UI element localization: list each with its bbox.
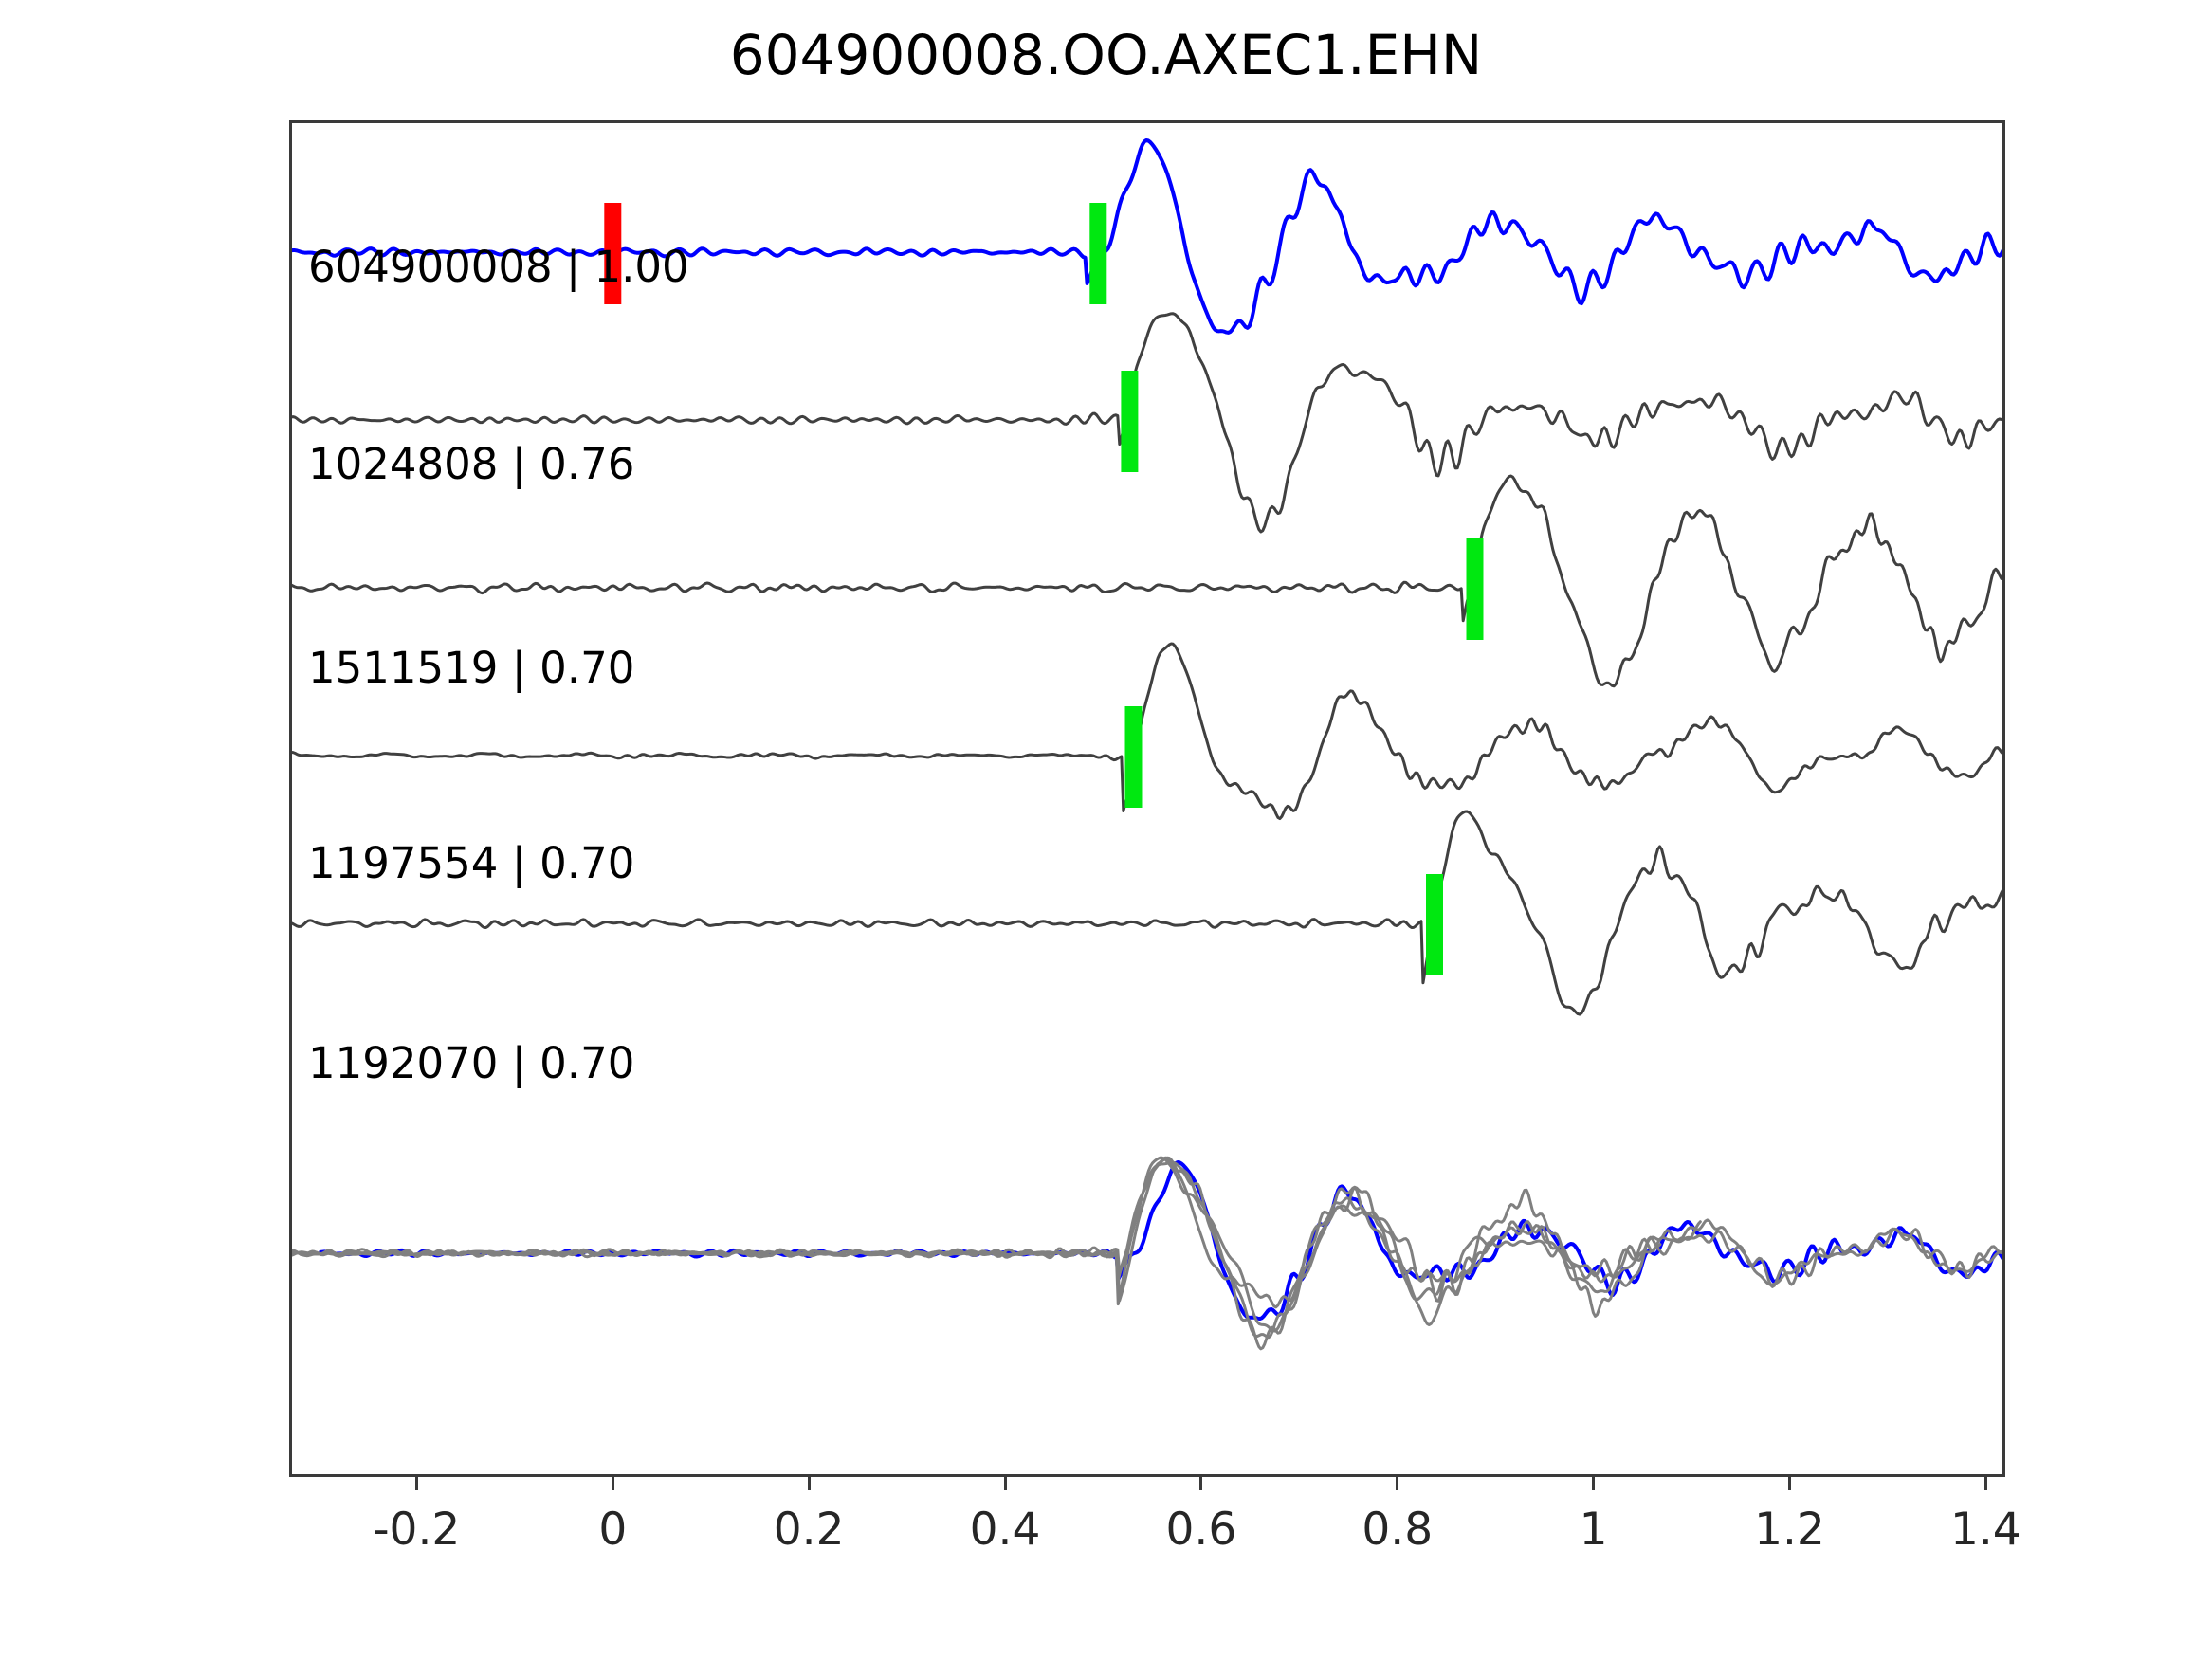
origin-marker-604900008	[604, 203, 622, 304]
waveform-trace-604900008	[289, 138, 2005, 335]
waveform-svg	[289, 138, 2005, 1351]
x-tick-mark	[1592, 1477, 1596, 1490]
waveform-trace-1024808	[289, 312, 2005, 534]
x-tick-mark	[1199, 1477, 1203, 1490]
waveform-trace-1192070	[289, 810, 2005, 1016]
page-title: 604900008.OO.AXEC1.EHN	[729, 23, 1483, 87]
x-tick-mark	[1983, 1477, 1987, 1490]
x-tick-label: 0.8	[1362, 1504, 1434, 1556]
waveform-trace-1511519	[289, 474, 2005, 688]
pick-marker-604900008	[1089, 203, 1107, 304]
plot-area	[289, 120, 2005, 1477]
trace-group	[289, 138, 2005, 1351]
overlay-trace-1192070	[289, 1156, 1702, 1333]
pick-marker-1192070	[1426, 874, 1443, 975]
trace-label-604900008: 604900008 | 1.00	[308, 242, 689, 292]
overlay-trace-1511519	[289, 1156, 1662, 1340]
x-tick-mark	[807, 1477, 811, 1490]
trace-label-1192070: 1192070 | 0.70	[308, 1038, 635, 1088]
x-tick-mark	[611, 1477, 614, 1490]
x-tick-label: 1	[1579, 1504, 1608, 1556]
x-tick-mark	[1003, 1477, 1007, 1490]
overlay-trace-604900008	[319, 1160, 2005, 1322]
x-tick-label: -0.2	[373, 1504, 461, 1556]
trace-label-1511519: 1511519 | 0.70	[308, 643, 635, 693]
x-tick-mark	[1396, 1477, 1399, 1490]
pick-marker-1197554	[1124, 706, 1143, 808]
x-tick-label: 1.2	[1754, 1504, 1825, 1556]
trace-label-1024808: 1024808 | 0.76	[308, 439, 635, 489]
x-tick-mark	[414, 1477, 418, 1490]
waveform-trace-1197554	[289, 642, 2005, 821]
x-tick-label: 1.4	[1949, 1504, 2021, 1556]
x-tick-label: 0.4	[969, 1504, 1041, 1556]
pick-marker-1511519	[1466, 538, 1484, 640]
x-tick-label: 0	[598, 1504, 628, 1556]
trace-label-1197554: 1197554 | 0.70	[308, 838, 635, 888]
x-tick-mark	[1787, 1477, 1791, 1490]
pick-marker-1024808	[1121, 371, 1139, 472]
x-tick-label: 0.6	[1165, 1504, 1237, 1556]
x-tick-label: 0.2	[773, 1504, 845, 1556]
